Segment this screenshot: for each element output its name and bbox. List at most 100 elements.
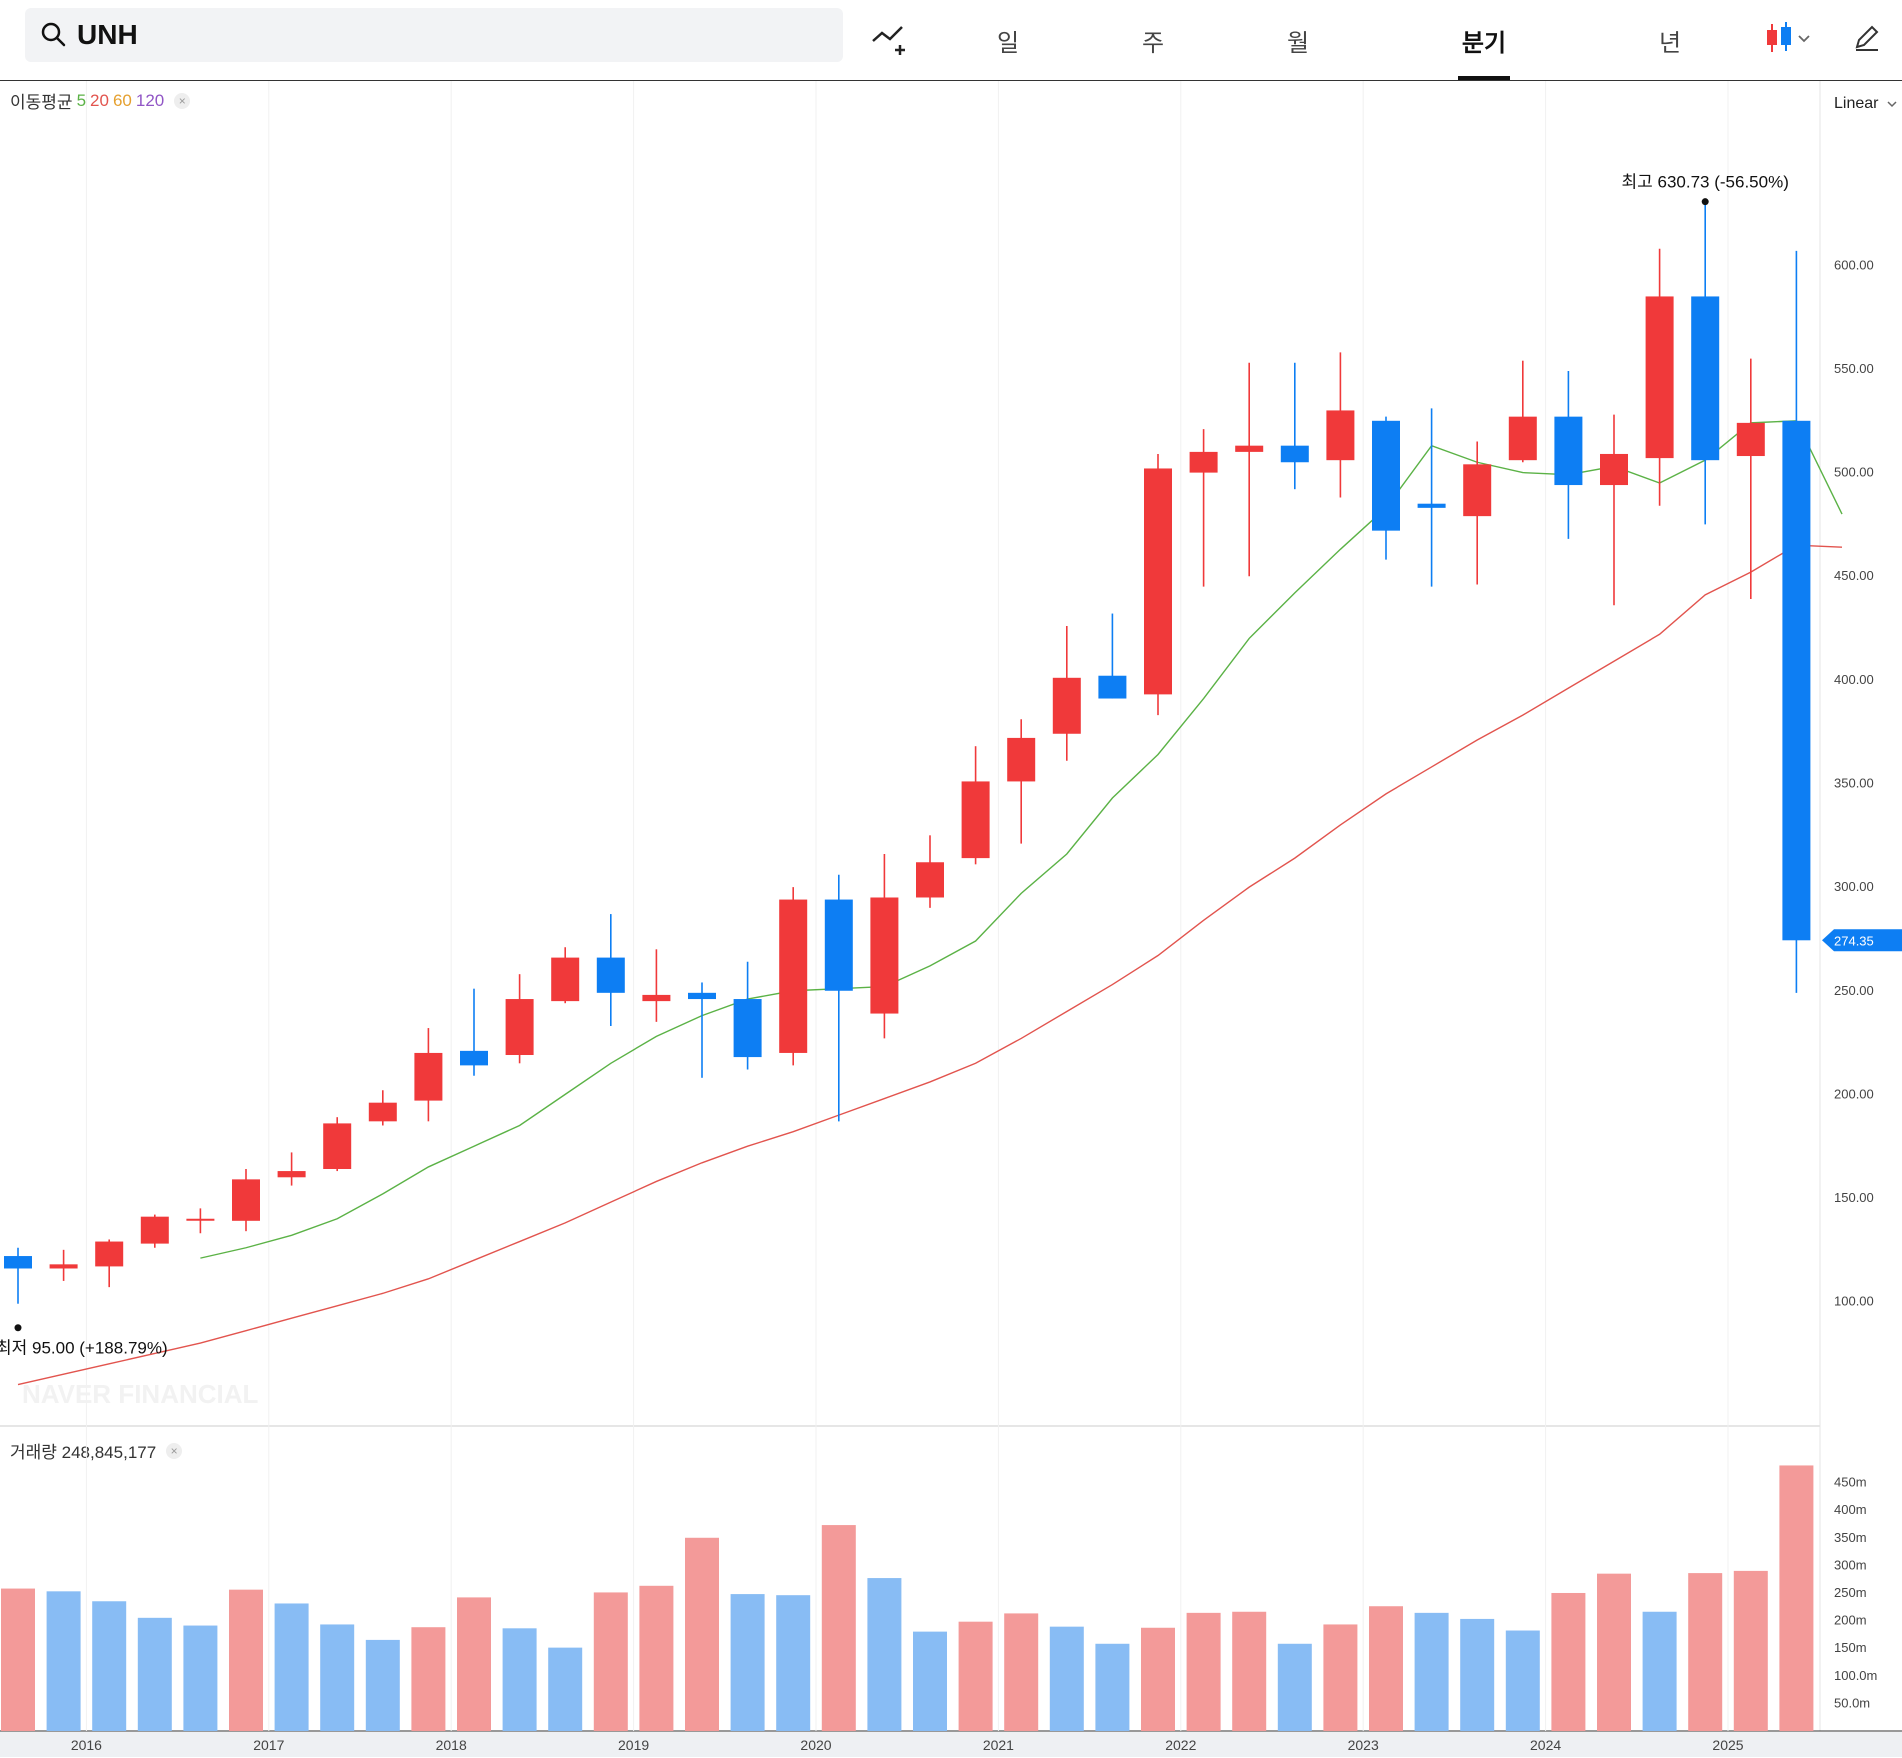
volume-legend: 거래량 248,845,177 × <box>10 1438 183 1463</box>
candle-body <box>1326 410 1355 461</box>
volume-bar <box>958 1621 993 1731</box>
year-label: 2024 <box>1530 1737 1561 1753</box>
tab-week[interactable]: 주 <box>1141 29 1165 57</box>
candle-body <box>1782 420 1811 941</box>
candle-body <box>277 1171 306 1178</box>
tab-year[interactable]: 년 <box>1658 29 1682 57</box>
volume-bar <box>685 1537 719 1731</box>
candle <box>1417 408 1446 587</box>
volume-bar <box>1 1588 35 1731</box>
high-label: 최고 630.73 (-56.50%) <box>1622 173 1789 192</box>
candle-body <box>1007 737 1036 782</box>
price-tick-label: 150.00 <box>1834 1190 1874 1205</box>
volume-bar <box>365 1639 400 1731</box>
chevron-down-icon <box>1887 101 1898 108</box>
candle-body <box>505 999 534 1056</box>
close-icon[interactable]: × <box>166 1442 183 1459</box>
search-input[interactable]: UNH <box>77 19 138 50</box>
year-label: 2019 <box>618 1737 649 1753</box>
price-tick-label: 300.00 <box>1834 879 1874 894</box>
candle-body <box>1098 675 1127 699</box>
volume-bar <box>1323 1624 1358 1731</box>
grid <box>0 81 1902 1757</box>
volume-bar <box>1369 1606 1403 1731</box>
price-tick-label: 550.00 <box>1834 361 1874 376</box>
scale-type-dropdown[interactable]: Linear <box>1834 95 1898 113</box>
volume-bars <box>1 1465 1814 1731</box>
volume-bar <box>1460 1618 1495 1731</box>
candle <box>1007 719 1036 844</box>
volume-legend-label: 거래량 248,845,177 <box>10 1443 157 1462</box>
volume-bar <box>137 1617 172 1731</box>
candle-body <box>460 1050 488 1066</box>
candle-body <box>1508 416 1537 461</box>
candle <box>4 1247 32 1304</box>
candle <box>1691 201 1720 525</box>
candle <box>779 887 808 1066</box>
volume-bar <box>1505 1630 1540 1731</box>
candle <box>733 961 762 1070</box>
candle <box>916 835 944 908</box>
volume-bar <box>1733 1570 1768 1731</box>
volume-bar <box>183 1625 218 1731</box>
candle-body <box>323 1123 352 1169</box>
candle-body <box>642 994 671 1002</box>
price-tick-label: 450.00 <box>1834 568 1874 583</box>
volume-tick-label: 450m <box>1834 1475 1867 1490</box>
volume-tick-label: 400m <box>1834 1502 1867 1517</box>
volume-bar <box>776 1595 811 1731</box>
price-tick-label: 100.00 <box>1834 1294 1874 1309</box>
current-price-label: 274.35 <box>1834 933 1874 948</box>
volume-bar <box>867 1578 902 1731</box>
add-indicator-button[interactable] <box>868 18 912 58</box>
ma5-label: 5 <box>76 90 87 110</box>
volume-bar <box>46 1591 81 1731</box>
candle <box>505 974 534 1064</box>
current-price-tag <box>1822 929 1902 952</box>
x-axis-band <box>0 1732 1902 1757</box>
candle-body <box>688 992 716 1000</box>
candle <box>1189 429 1218 587</box>
volume-tick-label: 50.0m <box>1834 1695 1870 1710</box>
candle-body <box>870 897 899 1014</box>
volume-bar <box>502 1628 537 1731</box>
chart-add-icon <box>872 26 905 55</box>
volume-tick-label: 150m <box>1834 1640 1867 1655</box>
volume-bar <box>1551 1592 1586 1731</box>
candle <box>642 949 671 1022</box>
candle-body <box>824 899 853 991</box>
candle <box>140 1214 169 1248</box>
candle <box>1280 362 1309 490</box>
volume-bar <box>229 1589 263 1731</box>
volume-bar <box>1414 1612 1449 1731</box>
volume-bar <box>548 1647 583 1731</box>
year-label: 2021 <box>983 1737 1014 1753</box>
tab-quarter[interactable]: 분기 <box>1458 0 1510 80</box>
toolbar: UNH 일 주 월 분기 년 <box>0 0 1902 81</box>
close-icon[interactable]: × <box>174 92 191 109</box>
year-label: 2020 <box>800 1737 831 1753</box>
tab-month[interactable]: 월 <box>1286 29 1310 57</box>
volume-bar <box>1186 1612 1221 1731</box>
price-tick-label: 600.00 <box>1834 257 1874 272</box>
candle-body <box>4 1256 32 1269</box>
ma-legend-title: 이동평균 <box>10 93 73 112</box>
draw-button[interactable] <box>1846 18 1886 58</box>
volume-bar <box>1277 1643 1312 1731</box>
volume-bar <box>1004 1613 1039 1731</box>
candle-body <box>596 957 625 993</box>
candle <box>186 1208 215 1234</box>
volume-bar <box>639 1585 674 1731</box>
candle-body <box>1280 445 1309 463</box>
candle-body <box>1417 503 1446 508</box>
year-label: 2018 <box>436 1737 467 1753</box>
search-box[interactable]: UNH <box>25 8 843 62</box>
year-label: 2017 <box>253 1737 284 1753</box>
chart[interactable]: NAVER FINANCIAL 100.00 150.00 200.00 250.00… <box>0 81 1902 1758</box>
candle-body <box>1052 677 1081 734</box>
candle-body <box>1645 296 1674 459</box>
candle <box>1463 441 1492 585</box>
tab-day[interactable]: 일 <box>996 29 1020 57</box>
candle <box>1326 352 1355 498</box>
chart-type-button[interactable] <box>1758 18 1818 58</box>
